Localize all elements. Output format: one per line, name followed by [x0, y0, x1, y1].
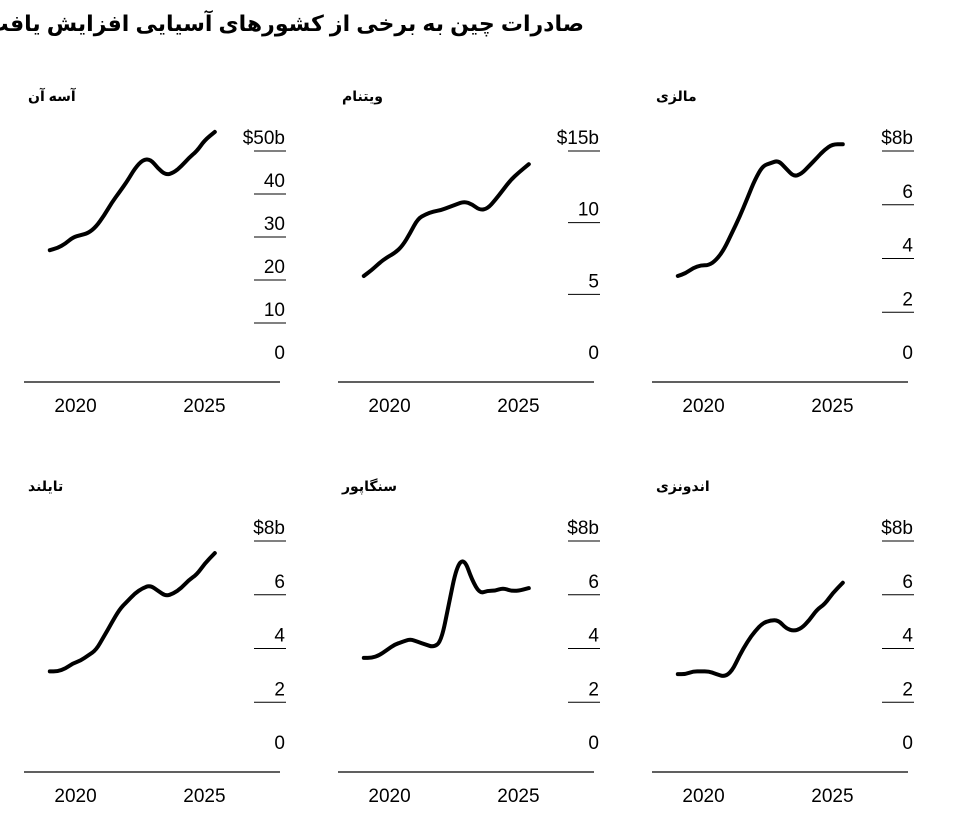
y-tick-label: 2 [274, 679, 285, 700]
y-tick-label: 4 [902, 626, 913, 647]
y-tick-label: $8b [253, 518, 285, 539]
y-tick-label: $50b [243, 128, 285, 149]
y-tick-label: 6 [902, 182, 913, 203]
series-line [675, 580, 845, 678]
y-tick-label: $8b [881, 128, 913, 149]
line-chart-thailand: 0 2 4 6 $8b 2020 2025 [24, 518, 286, 807]
x-tick-label: 2020 [368, 396, 410, 417]
y-tick-label: $8b [567, 518, 599, 539]
chart-title: آسه آن [28, 88, 76, 104]
y-tick-label: 0 [902, 343, 913, 364]
y-tick-label: 4 [902, 236, 913, 257]
x-tick-label: 2020 [54, 396, 96, 417]
y-tick-label: 0 [902, 733, 913, 754]
y-tick-label: $8b [881, 518, 913, 539]
y-tick-label: 20 [264, 257, 285, 278]
y-tick-label: 2 [588, 679, 599, 700]
series-line [675, 142, 845, 278]
chart-title: اندونزی [656, 478, 710, 494]
y-tick-label: 0 [274, 343, 285, 364]
y-tick-label: 4 [274, 626, 285, 647]
y-tick-label: 30 [264, 214, 285, 235]
line-chart-indonesia: 0 2 4 6 $8b 2020 2025 [652, 518, 914, 807]
x-tick-label: 2025 [497, 396, 539, 417]
chart-panel-singapore: سنگاپور 0 2 4 6 $8b 2020 2025 [338, 400, 638, 807]
line-chart-malaysia: 0 2 4 6 $8b 2020 2025 [652, 128, 914, 417]
chart-panel-asean: آسه آن 0 10 20 30 40 $50b 2020 2025 [24, 10, 324, 417]
y-tick-label: 10 [264, 300, 285, 321]
x-tick-label: 2020 [682, 396, 724, 417]
chart-title: ویتنام [342, 88, 383, 104]
x-tick-label: 2020 [368, 786, 410, 807]
line-chart-vietnam: 0 5 10 $15b 2020 2025 [338, 128, 600, 417]
y-tick-label: 5 [588, 271, 599, 292]
y-tick-label: 2 [902, 679, 913, 700]
chart-panel-thailand: تایلند 0 2 4 6 $8b 2020 2025 [24, 400, 324, 807]
chart-title: تایلند [28, 478, 64, 494]
y-tick-label: 40 [264, 171, 285, 192]
y-tick-label: 10 [578, 200, 599, 221]
x-tick-label: 2020 [682, 786, 724, 807]
x-tick-label: 2025 [811, 396, 853, 417]
x-tick-label: 2025 [183, 396, 225, 417]
series-line [361, 162, 531, 278]
chart-title: سنگاپور [342, 478, 397, 494]
series-line [47, 129, 217, 253]
line-chart-singapore: 0 2 4 6 $8b 2020 2025 [338, 518, 600, 807]
x-tick-label: 2025 [497, 786, 539, 807]
y-tick-label: 0 [588, 343, 599, 364]
y-tick-label: 6 [274, 572, 285, 593]
chart-title: مالزی [656, 88, 697, 104]
chart-panel-malaysia: مالزی 0 2 4 6 $8b 2020 2025 [652, 10, 952, 417]
y-tick-label: $15b [557, 128, 599, 149]
y-tick-label: 0 [274, 733, 285, 754]
x-tick-label: 2025 [183, 786, 225, 807]
y-tick-label: 2 [902, 289, 913, 310]
y-tick-label: 6 [588, 572, 599, 593]
line-chart-asean: 0 10 20 30 40 $50b 2020 2025 [24, 128, 286, 417]
y-tick-label: 0 [588, 733, 599, 754]
x-tick-label: 2020 [54, 786, 96, 807]
x-tick-label: 2025 [811, 786, 853, 807]
series-line [361, 559, 531, 660]
chart-panel-indonesia: اندونزی 0 2 4 6 $8b 2020 2025 [652, 400, 952, 807]
y-tick-label: 4 [588, 626, 599, 647]
chart-panel-vietnam: ویتنام 0 5 10 $15b 2020 2025 [338, 10, 638, 417]
page-title: صادرات چین به برخی از کشورهای آسیایی افز… [0, 11, 584, 36]
series-line [47, 551, 217, 674]
y-tick-label: 6 [902, 572, 913, 593]
